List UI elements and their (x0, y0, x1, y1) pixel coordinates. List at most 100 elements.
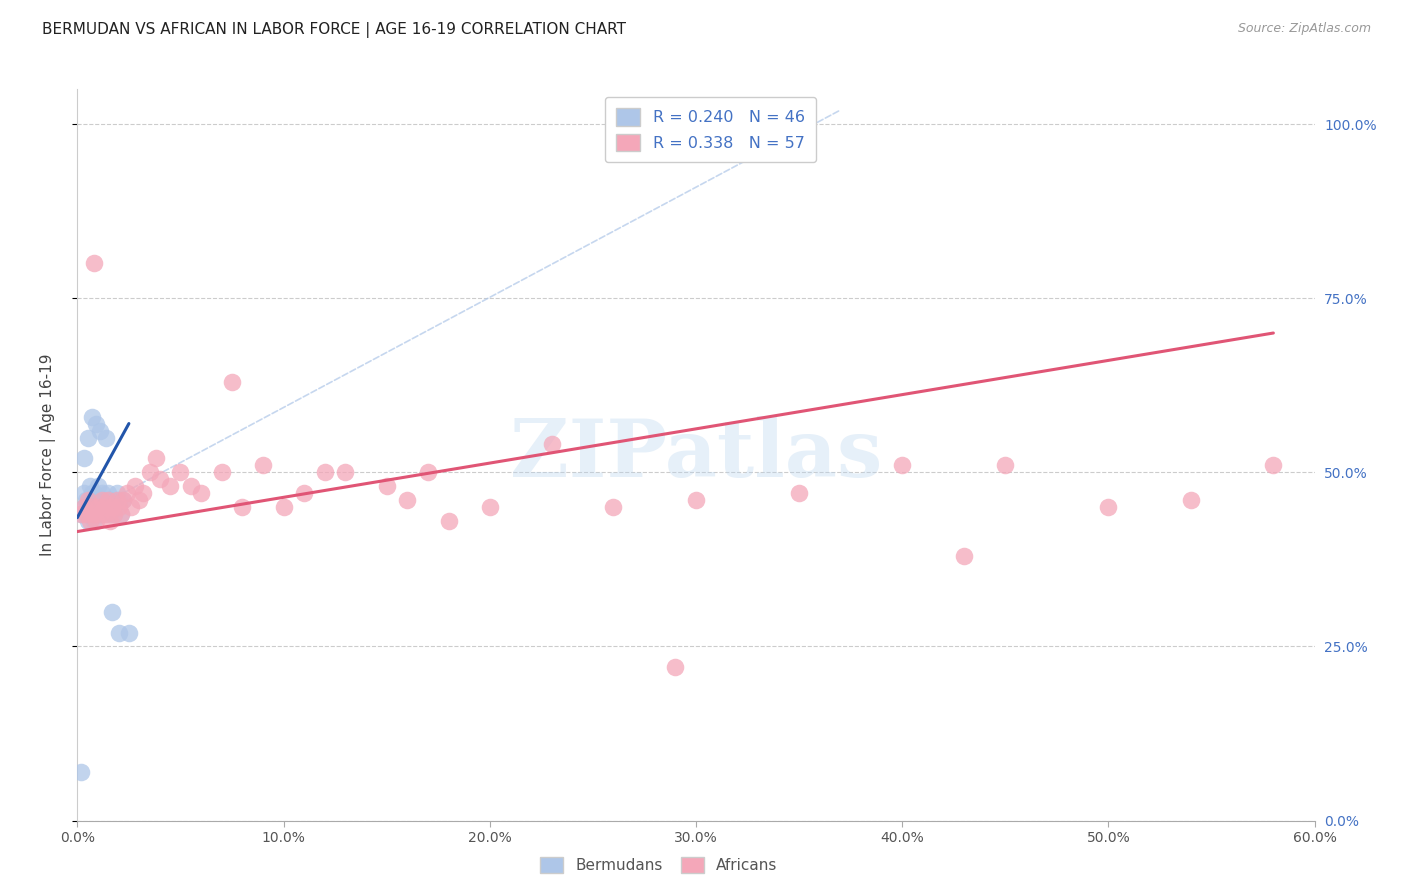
Point (91, 500, 114, 515)
Point (891, 458, 914, 473)
Point (72, 451, 94, 466)
Point (787, 486, 810, 500)
Point (211, 466, 233, 480)
Point (84, 507, 107, 521)
Point (84, 500, 107, 515)
Text: BERMUDAN VS AFRICAN IN LABOR FORCE | AGE 16-19 CORRELATION CHART: BERMUDAN VS AFRICAN IN LABOR FORCE | AGE… (42, 22, 626, 38)
Point (75, 493, 97, 508)
Y-axis label: In Labor Force | Age 16-19: In Labor Force | Age 16-19 (41, 353, 56, 557)
Point (437, 514, 460, 528)
Point (111, 493, 134, 508)
Point (252, 458, 274, 473)
Point (80, 493, 103, 508)
Point (83, 507, 105, 521)
Point (107, 500, 129, 515)
Text: ZIPatlas: ZIPatlas (510, 416, 882, 494)
Point (72, 500, 94, 515)
Point (89, 507, 111, 521)
Point (107, 493, 129, 508)
Point (93, 500, 115, 515)
Point (396, 493, 419, 508)
Point (83, 486, 105, 500)
Point (76, 493, 98, 508)
Point (83, 514, 105, 528)
Point (105, 493, 128, 508)
Point (75, 507, 97, 521)
Point (145, 451, 167, 466)
Point (138, 466, 160, 480)
Point (70, 507, 93, 521)
Point (110, 507, 132, 521)
Point (1180, 493, 1202, 508)
Point (540, 437, 562, 451)
Point (132, 486, 155, 500)
Point (118, 625, 141, 640)
Point (84, 417, 107, 431)
Point (79, 514, 101, 528)
Point (89, 507, 111, 521)
Point (87, 479, 110, 493)
Point (273, 500, 295, 515)
Point (664, 660, 686, 674)
Point (994, 458, 1017, 473)
Point (87, 500, 110, 515)
Point (105, 486, 128, 500)
Point (103, 507, 125, 521)
Point (76, 514, 98, 528)
Point (96, 500, 118, 515)
Point (75, 507, 97, 521)
Point (335, 466, 357, 480)
Point (159, 479, 181, 493)
Point (97, 486, 120, 500)
Point (79, 493, 101, 508)
Point (93, 507, 115, 521)
Point (96, 430, 118, 444)
Point (72, 486, 94, 500)
Point (221, 375, 243, 389)
Point (76, 500, 98, 515)
Point (314, 466, 336, 480)
Point (128, 493, 150, 508)
Point (97, 493, 120, 508)
Point (107, 625, 129, 640)
Point (83, 500, 105, 515)
Point (91, 486, 114, 500)
Point (101, 500, 124, 515)
Point (190, 486, 212, 500)
Point (169, 466, 191, 480)
Text: Source: ZipAtlas.com: Source: ZipAtlas.com (1237, 22, 1371, 36)
Point (89, 493, 111, 508)
Point (953, 549, 976, 563)
Point (80, 486, 103, 500)
Point (96, 507, 118, 521)
Point (231, 500, 253, 515)
Point (72, 500, 94, 515)
Point (124, 479, 146, 493)
Point (79, 479, 101, 493)
Point (76, 430, 98, 444)
Point (180, 479, 202, 493)
Point (416, 466, 439, 480)
Point (1263, 458, 1285, 473)
Point (87, 507, 110, 521)
Point (103, 507, 125, 521)
Point (120, 500, 142, 515)
Point (292, 486, 315, 500)
Point (685, 493, 707, 508)
Point (70, 507, 93, 521)
Point (110, 507, 132, 521)
Point (80, 507, 103, 521)
Point (115, 486, 138, 500)
Point (87, 493, 110, 508)
Point (98, 514, 121, 528)
Point (70, 764, 93, 779)
Point (602, 500, 624, 515)
Point (83, 256, 105, 270)
Point (101, 500, 124, 515)
Point (1097, 500, 1119, 515)
Legend: Bermudans, Africans: Bermudans, Africans (531, 847, 787, 882)
Point (98, 507, 121, 521)
Point (80, 409, 103, 424)
Point (80, 500, 103, 515)
Point (101, 605, 124, 619)
